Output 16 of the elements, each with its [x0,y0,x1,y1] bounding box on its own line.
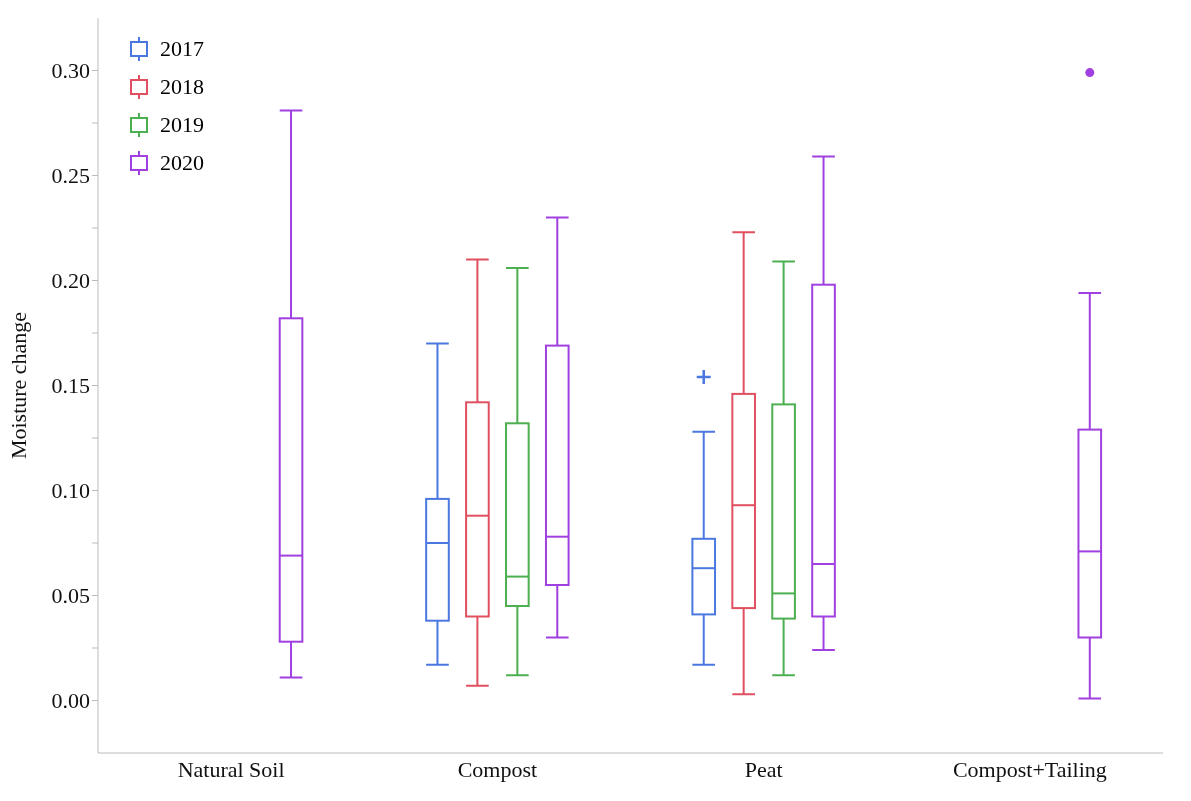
y-tick-label: 0.00 [51,688,90,714]
x-tick-label: Compost [457,756,538,782]
y-tick-label: 0.30 [51,58,90,84]
y-tick-label: 0.05 [51,583,90,609]
y-tick-label: 0.10 [51,478,90,504]
y-axis-title: Moisture change [5,311,31,460]
legend-label: 2018 [160,73,204,101]
y-tick-label: 0.25 [51,163,90,189]
legend-label: 2019 [160,111,204,139]
x-tick-label: Natural Soil [177,756,285,782]
x-tick-label: Compost+Tailing [952,756,1107,782]
y-tick-label: 0.15 [51,373,90,399]
legend-label: 2020 [160,149,204,177]
y-tick-label: 0.20 [51,268,90,294]
legend-label: 2017 [160,35,204,63]
x-tick-label: Peat [744,756,783,782]
